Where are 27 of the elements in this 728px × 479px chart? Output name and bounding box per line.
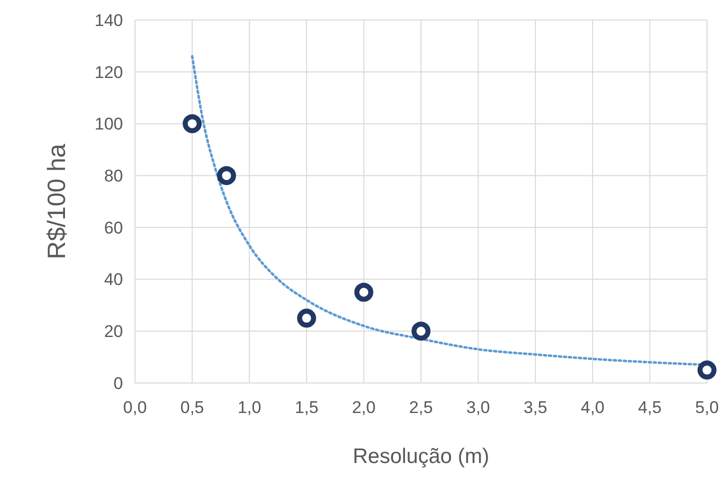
y-tick-label: 100 [94,114,123,134]
point [297,308,316,328]
point [698,360,716,380]
x-tick-label: 1,0 [238,398,262,417]
x-tick-label: 1,5 [294,398,318,417]
x-tick-label: 5,0 [695,398,719,417]
point [412,322,430,341]
x-tick-label: 2,5 [409,398,433,417]
x-tick-label: 0,0 [123,398,147,417]
x-axis-title: Resolução (m) [352,445,490,468]
x-tick-label: 3,5 [524,398,548,417]
x-tick-label: 2,0 [352,398,376,417]
y-tick-label: 120 [94,62,123,82]
y-axis-title: R$/100 ha [43,144,71,260]
x-tick-label: 4,5 [638,398,662,417]
x-tick-label: 4,0 [580,398,604,417]
y-tick-label: 40 [104,270,123,290]
x-tick-label: 0,5 [180,398,204,417]
point [217,166,236,186]
y-tick-label: 80 [104,166,123,186]
y-tick-label: 20 [104,322,123,342]
point [182,114,202,134]
x-tick-label: 3,0 [466,398,490,417]
y-tick-label: 0 [114,374,123,393]
y-tick-label: 60 [104,218,123,238]
point [354,282,374,302]
y-tick-label: 140 [94,10,123,30]
